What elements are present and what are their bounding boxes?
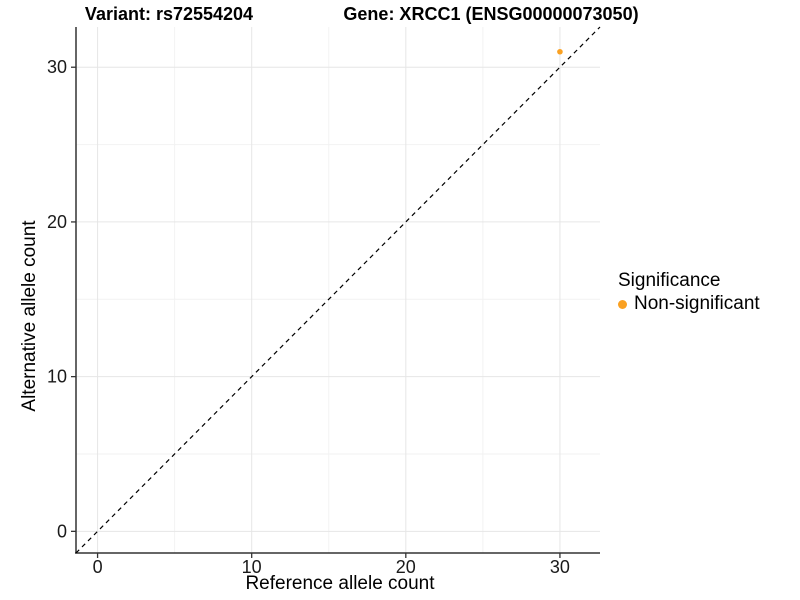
legend-item-label: Non-significant <box>634 293 760 314</box>
variant-title: Variant: rs72554204 <box>84 4 254 24</box>
legend-title: Significance <box>618 270 721 291</box>
x-axis-title: Reference allele count <box>245 573 435 594</box>
non-significant-dot-icon <box>618 299 627 309</box>
y-axis-title: Alternative allele count <box>19 220 40 412</box>
x-tick-label-30: 30 <box>550 557 570 577</box>
legend-item-non-significant: Non-significant <box>618 293 760 315</box>
y-tick-label-30: 30 <box>47 57 67 77</box>
identity-line <box>75 26 601 554</box>
y-tick-label-10: 10 <box>47 367 67 387</box>
data-point-30-31 <box>557 48 563 55</box>
gene-title: Gene: XRCC1 (ENSG00000073050) <box>343 4 639 24</box>
x-tick-label-0: 0 <box>93 557 103 577</box>
legend: Significance Non-significant <box>618 270 760 315</box>
x-tick-label-10: 10 <box>242 557 262 577</box>
y-tick-label-20: 20 <box>47 212 67 232</box>
y-tick-label-0: 0 <box>57 521 67 541</box>
x-tick-label-20: 20 <box>396 557 416 577</box>
